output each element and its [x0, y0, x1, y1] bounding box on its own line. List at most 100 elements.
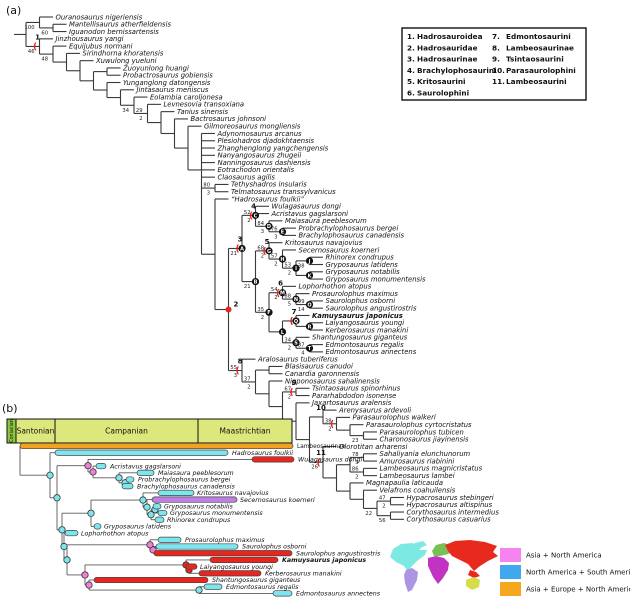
support-value: 54	[271, 287, 278, 293]
range-bar-cyan	[157, 536, 182, 543]
clade-legend-number: 9.	[492, 55, 500, 64]
taxon-label: Jinzhousaurus yangi	[54, 35, 124, 43]
support-value: 3	[207, 191, 210, 197]
taxon-label: Bactrosaurus johnsoni	[191, 115, 267, 123]
clade-legend-name: Hadrosaurinae	[417, 55, 478, 64]
taxon-label: Sahaliyania elunchunorum	[380, 450, 471, 458]
taxon-label: Velafrons coahuilensis	[380, 487, 456, 495]
ancestral-node-cyan	[53, 494, 61, 502]
taxon-label: Kerberosaurus manakini	[326, 326, 409, 334]
taxon-label: Lambeosaurus magnicristatus	[380, 465, 483, 473]
clade-number: 2	[234, 301, 239, 309]
support-value: 22	[365, 511, 372, 517]
node-circle	[292, 317, 300, 325]
taxon-label: Nanningosaurus dashiensis	[218, 159, 311, 167]
taxon-label: Prosaurolophus maximus	[312, 290, 398, 298]
node-letter: D	[267, 224, 271, 230]
panel-b-label: (b)	[2, 402, 18, 415]
support-value: 38	[298, 263, 305, 269]
clade-legend-name: Kritosaurini	[417, 77, 466, 86]
support-value: 3	[234, 373, 237, 379]
taxon-label: Acristavus gagslarsoni	[271, 210, 349, 218]
support-value: 3	[261, 229, 264, 235]
support-value: 2	[261, 315, 264, 321]
support-value: 55	[230, 365, 237, 371]
range-bar-cyan	[155, 543, 239, 550]
clade-legend-number: 10.	[492, 66, 505, 75]
taxon-label: Magnapaulia laticauda	[366, 479, 443, 487]
clade-legend-number: 3.	[407, 55, 415, 64]
support-value: 2	[274, 295, 277, 301]
support-value: 52	[244, 210, 251, 216]
taxon-label: Parasaurolophus walkeri	[353, 414, 436, 422]
taxon-label: Gryposaurus latidens	[326, 261, 399, 269]
ancestral-node-cyan	[63, 556, 71, 564]
taxon-range-label: Hadrosaurus foulkii	[232, 450, 293, 457]
support-value: 2	[288, 394, 291, 400]
taxon-label: Tethyshadros insularis	[231, 181, 307, 189]
taxon-label: Secernosaurus koerneri	[299, 246, 380, 254]
red-arc-marker: (	[289, 317, 293, 327]
range-bar-cyan	[121, 483, 134, 490]
clade-legend-name: Hadrosauridae	[417, 43, 478, 52]
taxon-label: Claosaurus agilis	[218, 173, 276, 181]
support-value: 34	[122, 108, 129, 114]
taxon-label: Amurosaurus riabinini	[379, 457, 455, 465]
node-letter: B	[254, 279, 258, 285]
taxon-label: Pararhabdodon isonense	[312, 392, 396, 400]
clade-legend-number: 11.	[492, 77, 505, 86]
panel-a-label: (a)	[6, 4, 22, 17]
range-bar-cyan	[136, 469, 155, 476]
taxon-label: Charonosaurus jiayinensis	[380, 436, 470, 444]
stage-label: Santonian	[17, 427, 55, 436]
taxon-label: Jaxartosaurus aralensis	[310, 399, 392, 407]
clade-legend-box	[401, 27, 587, 101]
node-circle	[251, 211, 260, 219]
ancestral-node-cyan	[195, 586, 203, 594]
red-arc-marker: (	[316, 458, 320, 468]
taxon-label: Gryposaurus notabilis	[326, 268, 401, 276]
support-value: 2	[288, 271, 291, 277]
taxon-label: Arenysaurus ardevoli	[338, 406, 411, 414]
node-letter: E	[281, 230, 285, 236]
support-value: 38	[325, 418, 332, 424]
clade-legend-number: 2.	[407, 43, 415, 52]
support-value: 80	[203, 183, 210, 189]
support-value: 88	[284, 294, 291, 300]
node-letter: K	[308, 273, 313, 279]
clade-legend-name: Hadrosauroidea	[417, 32, 483, 41]
taxon-label: Telmatosaurus transsylvanicus	[231, 188, 336, 196]
taxon-label: Wulagasaurus dongi	[272, 203, 341, 211]
map-region-greenland	[415, 541, 427, 548]
taxon-range-label: Prosaurolophus maximus	[185, 537, 265, 544]
clade-number: 11	[316, 449, 326, 457]
taxon-label: Blasisaurus canudoi	[285, 363, 353, 371]
node-circle	[265, 308, 273, 316]
ancestral-node-cyan	[46, 471, 54, 479]
taxon-range-label: Gryposaurus notabilis	[164, 503, 233, 511]
taxon-range-label: Gryposaurus monumentensis	[170, 509, 263, 517]
ancestral-node-cyan	[58, 526, 66, 534]
taxon-label: Jintasaurus meniscus	[135, 86, 209, 94]
taxon-label: Aralosaurus tuberiferus	[257, 355, 338, 363]
node-letter: O	[307, 302, 311, 308]
node-letter: I	[295, 266, 297, 272]
clade-number: 6	[278, 280, 283, 288]
support-value: 67	[284, 386, 291, 392]
clade-legend-name: Brachylophosaurini	[417, 66, 497, 75]
ancestral-node-cyan	[115, 474, 123, 482]
taxon-label: Saurolophus angustirostris	[326, 305, 417, 313]
range-bar-orange	[19, 442, 294, 450]
taxon-label: Saurolophus osborni	[326, 297, 396, 305]
taxon-range-label: Kerberosaurus manakini	[265, 571, 342, 578]
node-letter: S	[294, 341, 298, 347]
support-value: 2	[261, 253, 264, 259]
range-bar-red	[93, 576, 209, 584]
ancestral-node-magenta	[89, 468, 97, 476]
support-value: 56	[379, 518, 386, 524]
node-letter: T	[308, 346, 312, 352]
clade-legend-name: Edmontosaurini	[506, 32, 571, 41]
support-value: 35	[257, 307, 264, 313]
support-value: 2	[288, 345, 291, 351]
